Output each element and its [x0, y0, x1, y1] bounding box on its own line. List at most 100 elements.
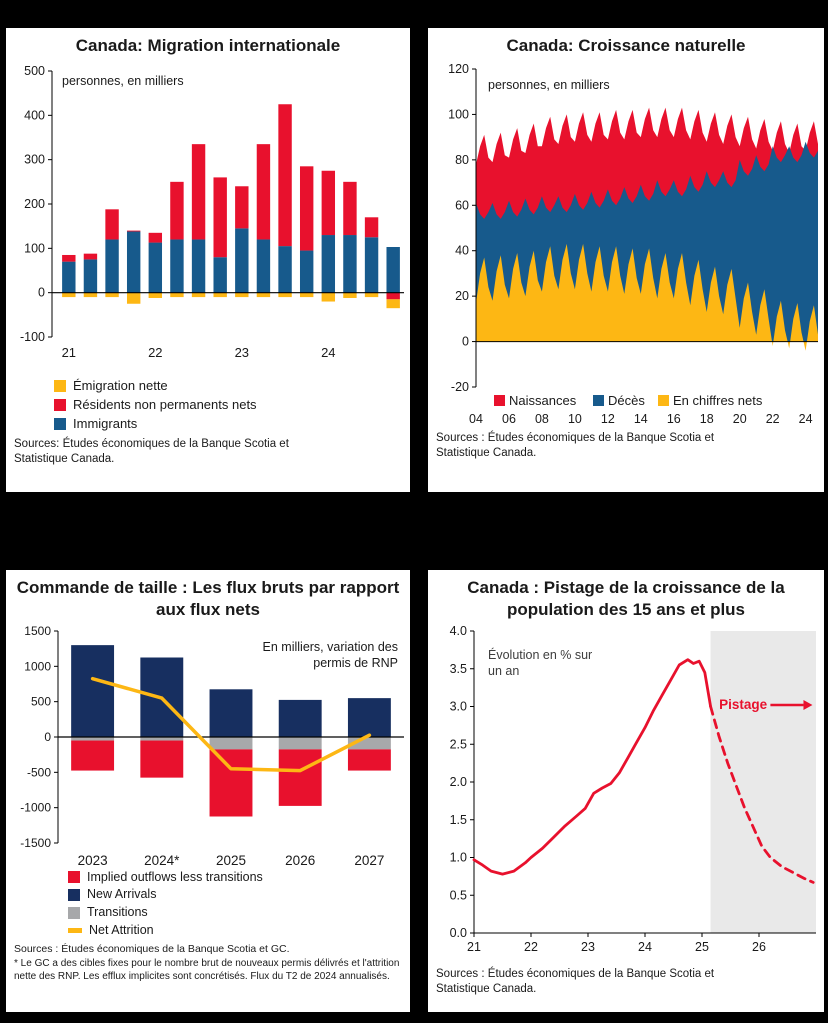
svg-text:0: 0: [462, 334, 469, 348]
svg-text:120: 120: [448, 62, 469, 76]
legend-label: Implied outflows less transitions: [87, 869, 263, 884]
legend-swatch-red: [68, 871, 80, 884]
panel-tracking: Canada : Pistage de la croissance de la …: [428, 570, 824, 1012]
migration-title: Canada: Migration internationale: [75, 36, 341, 55]
svg-text:En chiffres nets: En chiffres nets: [673, 393, 763, 408]
svg-text:permis de RNP: permis de RNP: [313, 656, 398, 670]
svg-text:12: 12: [601, 412, 615, 426]
legend-item: New Arrivals: [68, 887, 410, 902]
svg-text:-100: -100: [20, 330, 45, 344]
svg-text:80: 80: [455, 153, 469, 167]
svg-text:Évolution en % sur: Évolution en % sur: [488, 647, 592, 662]
legend-label: Émigration nette: [73, 377, 168, 393]
svg-text:200: 200: [24, 197, 45, 211]
svg-text:Décès: Décès: [608, 393, 645, 408]
svg-text:100: 100: [24, 241, 45, 255]
natural-growth-sources: Sources : Études économiques de la Banqu…: [436, 431, 715, 460]
flows-sources: Sources : Études économiques de la Banqu…: [14, 942, 290, 955]
svg-text:0.5: 0.5: [450, 888, 467, 902]
svg-text:2027: 2027: [354, 853, 384, 868]
svg-text:-500: -500: [27, 765, 51, 779]
legend-swatch-yellow: [54, 379, 66, 392]
svg-text:06: 06: [502, 412, 516, 426]
svg-text:10: 10: [568, 412, 582, 426]
legend-item: Implied outflows less transitions: [68, 869, 410, 885]
flows-title: Commande de taille : Les flux bruts par …: [16, 578, 400, 619]
svg-text:24: 24: [799, 412, 813, 426]
svg-text:400: 400: [24, 108, 45, 122]
svg-text:20: 20: [733, 412, 747, 426]
svg-text:20: 20: [455, 289, 469, 303]
svg-text:300: 300: [24, 152, 45, 166]
svg-text:-1000: -1000: [20, 800, 51, 814]
svg-text:22: 22: [524, 940, 538, 954]
tracking-title: Canada : Pistage de la croissance de la …: [467, 578, 785, 619]
natural-growth-chart-svg: 120 100 80 60 40 20 0 -20 personnes, en milliers…: [448, 62, 818, 426]
svg-text:2023: 2023: [78, 853, 108, 868]
svg-text:1.0: 1.0: [450, 850, 467, 864]
panel-flows: Commande de taille : Les flux bruts par …: [6, 570, 410, 1012]
natural-growth-title: Canada: Croissance naturelle: [506, 36, 746, 55]
legend-swatch-yellow: [68, 928, 82, 934]
svg-text:3.0: 3.0: [450, 699, 467, 713]
svg-text:-20: -20: [451, 380, 469, 394]
svg-text:2.0: 2.0: [450, 775, 467, 789]
legend-item: Résidents non permanents nets: [54, 397, 410, 412]
svg-text:14: 14: [634, 412, 648, 426]
legend-label: Net Attrition: [89, 922, 154, 937]
legend-item: Transitions: [68, 905, 410, 920]
svg-text:21: 21: [62, 345, 76, 360]
svg-text:500: 500: [24, 64, 45, 78]
legend-swatch-blue: [54, 418, 66, 431]
tracking-chart-svg: 4.0 3.5 3.0 2.5 2.0 1.5 1.0 0.5 0.021 22 23 24 25 26 É…: [450, 624, 816, 954]
svg-text:23: 23: [581, 940, 595, 954]
svg-text:23: 23: [235, 345, 249, 360]
svg-text:22: 22: [766, 412, 780, 426]
svg-text:En milliers, variation des: En milliers, variation des: [263, 640, 398, 654]
svg-text:16: 16: [667, 412, 681, 426]
migration-chart-svg: 500 400 300 200 100 0 -100 personnes, en millie…: [20, 64, 404, 360]
svg-text:personnes, en milliers: personnes, en milliers: [488, 78, 610, 92]
svg-text:2.5: 2.5: [450, 737, 467, 751]
svg-text:22: 22: [148, 345, 162, 360]
svg-text:4.0: 4.0: [450, 624, 467, 638]
svg-text:2024*: 2024*: [144, 853, 180, 868]
svg-text:1500: 1500: [24, 624, 51, 638]
svg-text:26: 26: [752, 940, 766, 954]
svg-text:100: 100: [448, 107, 469, 121]
svg-text:21: 21: [467, 940, 481, 954]
legend-label: New Arrivals: [87, 887, 157, 902]
svg-text:2025: 2025: [216, 853, 246, 868]
svg-text:personnes, en milliers: personnes, en milliers: [62, 74, 184, 88]
svg-text:un an: un an: [488, 664, 519, 678]
flows-legend: Implied outflows less transitions New Arr…: [68, 869, 410, 938]
svg-text:40: 40: [455, 243, 469, 257]
svg-text:-1500: -1500: [20, 836, 51, 850]
legend-swatch-gray: [68, 906, 80, 919]
legend-item: Émigration nette: [54, 377, 410, 393]
tracking-sources: Sources : Études économiques de la Banqu…: [436, 967, 715, 996]
svg-text:0: 0: [38, 285, 45, 299]
svg-text:18: 18: [700, 412, 714, 426]
legend-swatch-navy: [68, 889, 80, 902]
svg-text:1000: 1000: [24, 659, 51, 673]
svg-text:0: 0: [44, 730, 51, 744]
svg-text:2026: 2026: [285, 853, 315, 868]
svg-text:04: 04: [469, 412, 483, 426]
migration-legend: Émigration nette Résidents non permanents…: [54, 377, 410, 432]
legend-label: Transitions: [87, 905, 148, 919]
flows-footnote: * Le GC a des cibles fixes pour le nombr…: [14, 957, 400, 982]
legend-label: Immigrants: [73, 416, 138, 432]
migration-sources: Sources: Études économiques de la Banque…: [14, 437, 289, 466]
svg-text:500: 500: [31, 694, 51, 708]
panel-migration: Canada: Migration internationale 500 400 3…: [6, 28, 410, 492]
svg-text:08: 08: [535, 412, 549, 426]
flows-chart-svg: 1500 1000 500 0 -500 -1000 -1500 2023 2024* 2025 2…: [20, 624, 404, 868]
svg-text:1.5: 1.5: [450, 812, 467, 826]
legend-item: Net Attrition: [68, 922, 410, 938]
panel-natural-growth: Canada: Croissance naturelle 120 100 80 60 4…: [428, 28, 824, 492]
legend-item: Immigrants: [54, 417, 410, 431]
svg-text:60: 60: [455, 198, 469, 212]
svg-text:24: 24: [321, 345, 335, 360]
